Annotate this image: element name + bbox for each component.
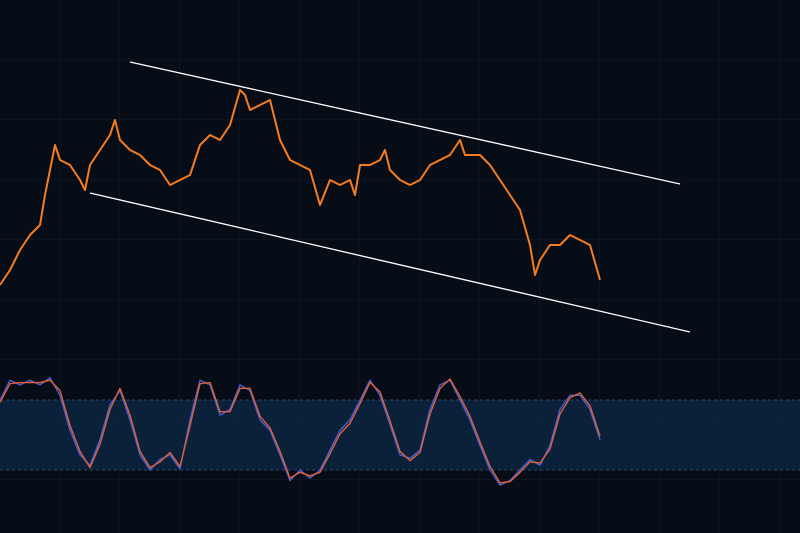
oscillator-line (0, 377, 601, 486)
price-line (0, 89, 601, 286)
oscillator-band (0, 400, 800, 470)
trendline (129, 61, 681, 185)
oscillator-line (0, 378, 601, 484)
trendline (89, 192, 691, 333)
